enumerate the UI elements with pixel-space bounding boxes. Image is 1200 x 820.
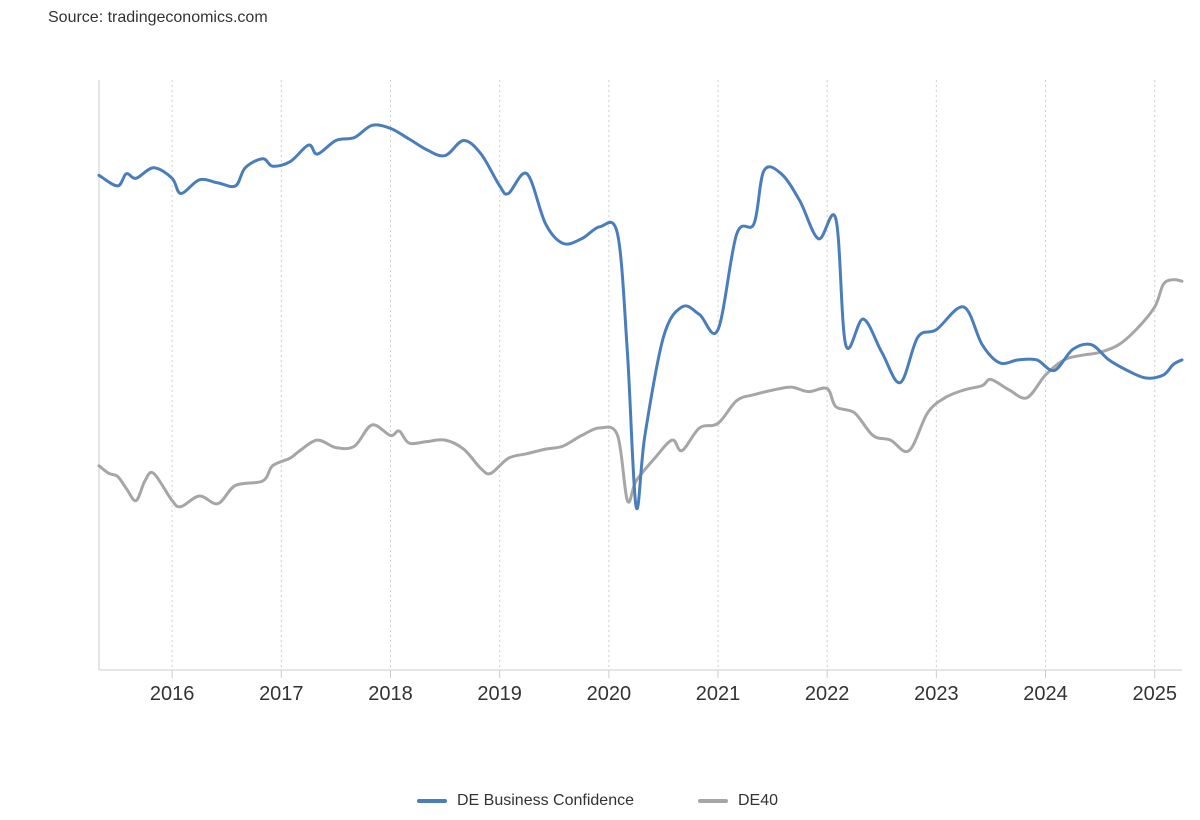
series-line-de40 <box>97 278 1184 509</box>
x-tick-label-2024: 2024 <box>1023 683 1068 705</box>
x-tick-label-2017: 2017 <box>259 683 304 705</box>
legend-item-de40[interactable]: DE40 <box>698 792 778 810</box>
x-tick-label-2022: 2022 <box>805 683 850 705</box>
line-chart: 2016 2017 2018 2019 2020 2021 2022 2023 2024 2025 <box>97 80 1184 705</box>
series-line-de-business-confidence <box>97 123 1184 511</box>
x-tick-label-2019: 2019 <box>477 683 522 705</box>
x-tick-label-2023: 2023 <box>914 683 959 705</box>
legend-item-de-business-confidence[interactable]: DE Business Confidence <box>417 792 634 810</box>
x-tick-label-2020: 2020 <box>587 683 632 705</box>
x-tick-label-2021: 2021 <box>696 683 741 705</box>
legend-swatch <box>698 799 728 803</box>
x-tick-label-2016: 2016 <box>150 683 195 705</box>
legend-label: DE40 <box>738 792 779 809</box>
x-axis-ticks: 2016 2017 2018 2019 2020 2021 2022 2023 2024 2025 <box>150 670 1177 705</box>
vertical-gridlines <box>171 80 1156 670</box>
source-credit: Source: tradingeconomics.com <box>48 9 268 26</box>
legend-swatch <box>417 799 447 803</box>
series-lines <box>97 123 1184 511</box>
legend-label: DE Business Confidence <box>457 792 634 809</box>
x-tick-label-2018: 2018 <box>368 683 413 705</box>
legend: DE Business Confidence DE40 <box>0 792 1200 816</box>
x-tick-label-2025: 2025 <box>1132 683 1177 705</box>
